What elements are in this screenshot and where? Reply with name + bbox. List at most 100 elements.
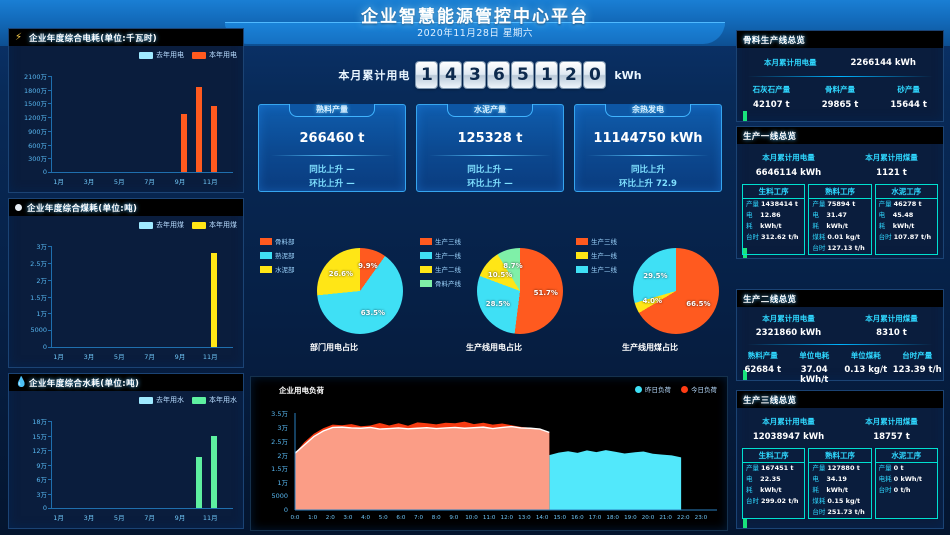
legend-item[interactable]: 本年用煤 xyxy=(192,220,237,230)
x-tick-label: 9月 xyxy=(174,178,186,186)
process-box: 生料工序 产量 167451 t 电耗 22.35 kWh/t 台时 299.02 t/h xyxy=(742,448,806,519)
pie-title: 生产线用电占比 xyxy=(466,343,522,352)
legend-label: 生产二线 xyxy=(435,266,461,274)
row-value: 18757 t xyxy=(873,432,910,442)
legend-label: 去年用煤 xyxy=(156,221,184,229)
chart-legend[interactable]: 昨日负荷 今日负荷 xyxy=(635,384,717,394)
legend-item[interactable]: 今日负荷 xyxy=(681,384,717,394)
legend-item[interactable]: 去年用电 xyxy=(139,50,184,60)
legend-item[interactable]: 本年用电 xyxy=(192,50,237,60)
legend-item[interactable]: 生产三线 xyxy=(576,236,617,246)
pie-slice-label: 29.5% xyxy=(643,271,668,280)
metric-label: 煤耗 xyxy=(812,233,826,241)
legend-item[interactable]: 去年用水 xyxy=(139,395,184,405)
y-tick-label: 2.5万 xyxy=(271,437,288,446)
stat-card-clinker[interactable]: 熟料产量 266460 t 同比上升 — 环比上升 — xyxy=(258,104,406,192)
y-tick-label: 9万 xyxy=(36,461,47,470)
legend-label: 去年用电 xyxy=(156,51,184,59)
stat-card-title: 水泥产量 xyxy=(474,105,506,114)
x-tick-label: 1月 xyxy=(53,353,64,361)
x-tick-label: 14:0 xyxy=(535,515,549,521)
stat-card-cement[interactable]: 水泥产量 125328 t 同比上升 — 环比上升 — xyxy=(416,104,564,192)
metric-value: 299.02 t/h xyxy=(761,497,799,505)
y-tick xyxy=(48,117,51,119)
x-axis-line xyxy=(51,508,233,509)
metric-value: 0.15 kg/t xyxy=(827,497,861,505)
y-tick-label: 1万 xyxy=(277,479,288,488)
pie-slice-label: 28.5% xyxy=(485,300,511,309)
legend-swatch xyxy=(420,279,432,287)
stat-card-value: 125328 t xyxy=(457,131,523,146)
legend-item[interactable]: 昨日负荷 xyxy=(635,384,671,394)
pie-legend[interactable]: 骨料部 熟泥部 水泥部 xyxy=(260,236,295,278)
summary-row: 本月累计用电量 2321860 kWh 本月累计用煤量 8310 t xyxy=(737,313,943,338)
counter-label: 本月累计用电 xyxy=(338,69,411,82)
bar[interactable] xyxy=(211,105,218,172)
pie-graphic[interactable] xyxy=(633,248,719,334)
x-tick-label: 11月 xyxy=(202,514,218,522)
row-label: 本月累计用电量 xyxy=(762,153,815,162)
legend-item[interactable]: 生产一线 xyxy=(420,250,461,260)
panel-header: 💧 企业年度综合水耗(单位:吨) xyxy=(9,374,243,391)
chart-legend[interactable]: 去年用煤 本年用煤 xyxy=(139,220,237,230)
metric-label: 单位电耗 xyxy=(799,351,830,360)
stat-card-waste-heat-power[interactable]: 余热发电 11144750 kWh 同比上升 环比上升 72.9 xyxy=(574,104,722,192)
x-tick-label: 13:0 xyxy=(518,515,531,521)
y-axis-line xyxy=(51,421,52,508)
y-axis-line xyxy=(51,246,52,347)
metric-value: 37.04 kWh/t xyxy=(800,365,829,385)
y-tick xyxy=(48,76,51,77)
summary-cell: 本月累计用煤量 8310 t xyxy=(840,313,943,338)
pie-legend[interactable]: 生产三线生产一线生产二线骨料产线 xyxy=(420,236,461,292)
page-title: 企业智慧能源管控中心平台 xyxy=(361,7,589,27)
metric-value: 107.87 t/h xyxy=(893,233,932,241)
legend-item[interactable]: 熟泥部 xyxy=(260,250,295,260)
legend-item[interactable]: 水泥部 xyxy=(260,264,295,274)
chart-legend[interactable]: 去年用电 本年用电 xyxy=(139,50,237,60)
legend-item[interactable]: 生产二线 xyxy=(576,264,617,274)
legend-label: 生产二线 xyxy=(591,266,617,274)
x-tick-label: 5月 xyxy=(113,178,125,186)
bar[interactable] xyxy=(180,113,187,172)
legend-item[interactable]: 骨料产线 xyxy=(420,278,461,288)
metric-column: 石灰石产量 42107 t xyxy=(737,84,806,110)
y-tick xyxy=(48,508,51,509)
bar[interactable] xyxy=(196,457,203,508)
process-metric: 台时 0 t/h xyxy=(876,485,937,496)
legend-swatch xyxy=(139,221,153,229)
counter-digit-7: 0 xyxy=(584,62,606,88)
pie-legend[interactable]: 生产三线生产一线生产二线 xyxy=(576,236,617,278)
bar[interactable] xyxy=(196,86,203,172)
legend-item[interactable]: 生产三线 xyxy=(420,236,461,246)
legend-item[interactable]: 生产二线 xyxy=(420,264,461,274)
legend-item[interactable]: 骨料部 xyxy=(260,236,295,246)
bar[interactable] xyxy=(211,435,218,508)
y-tick xyxy=(48,450,51,451)
y-tick-label: 0 xyxy=(283,506,288,514)
legend-dot xyxy=(681,385,688,393)
legend-item[interactable]: 生产一线 xyxy=(576,250,617,260)
pie-graphic[interactable] xyxy=(477,248,563,334)
metric-value: 46278 t xyxy=(893,200,922,208)
panel-title: 生产二线总览 xyxy=(743,294,797,305)
row-label: 本月累计用煤量 xyxy=(865,314,918,323)
bar[interactable] xyxy=(211,252,218,347)
metric-label: 砂产量 xyxy=(897,85,920,94)
y-tick xyxy=(48,464,51,466)
process-metric: 电耗 31.47 kWh/t xyxy=(809,210,870,232)
chart-legend[interactable]: 去年用水 本年用水 xyxy=(139,395,237,405)
legend-label: 今日负荷 xyxy=(691,386,717,394)
process-metric: 电耗 45.48 kWh/t xyxy=(876,210,937,232)
counter-digit-0: 1 xyxy=(416,62,438,88)
metric-column: 砂产量 15644 t xyxy=(874,84,943,110)
metric-label: 台时 xyxy=(812,508,826,516)
legend-swatch xyxy=(420,251,432,259)
metric-value: 34.19 kWh/t xyxy=(826,475,848,494)
pie-graphic[interactable] xyxy=(317,248,403,334)
metric-label: 电耗 xyxy=(746,211,753,230)
legend-item[interactable]: 本年用水 xyxy=(192,395,237,405)
pie-slice-label: 51.7% xyxy=(533,288,558,297)
legend-item[interactable]: 去年用煤 xyxy=(139,220,184,230)
